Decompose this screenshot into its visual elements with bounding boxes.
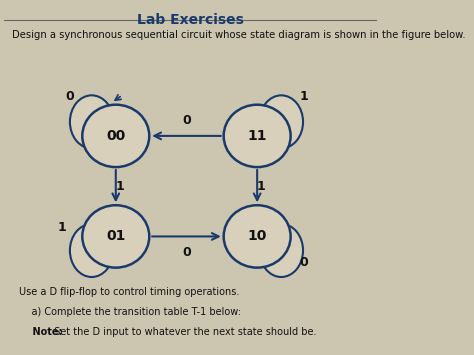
Text: 1: 1 [115,180,124,193]
Text: Note:: Note: [19,327,63,337]
Circle shape [82,105,149,167]
Text: 0: 0 [65,89,73,103]
Text: 10: 10 [247,229,267,244]
Circle shape [224,105,291,167]
Circle shape [82,205,149,268]
Text: 0: 0 [182,246,191,258]
Circle shape [224,205,291,268]
Text: 01: 01 [106,229,126,244]
Ellipse shape [70,95,113,148]
Text: Set the D input to whatever the next state should be.: Set the D input to whatever the next sta… [51,327,316,337]
Text: Lab Exercises: Lab Exercises [137,13,244,27]
Text: 11: 11 [247,129,267,143]
Text: Use a D flip-flop to control timing operations.: Use a D flip-flop to control timing oper… [19,287,239,297]
Text: 1: 1 [299,89,308,103]
Text: 0: 0 [182,114,191,127]
Ellipse shape [259,224,303,277]
Text: Design a synchronous sequential circuit whose state diagram is shown in the figu: Design a synchronous sequential circuit … [11,30,465,40]
Text: 00: 00 [106,129,126,143]
Text: 1: 1 [256,180,265,193]
Ellipse shape [70,224,113,277]
Text: 0: 0 [299,256,308,269]
Ellipse shape [259,95,303,148]
Text: 1: 1 [57,221,66,234]
Text: a) Complete the transition table T-1 below:: a) Complete the transition table T-1 bel… [19,307,241,317]
